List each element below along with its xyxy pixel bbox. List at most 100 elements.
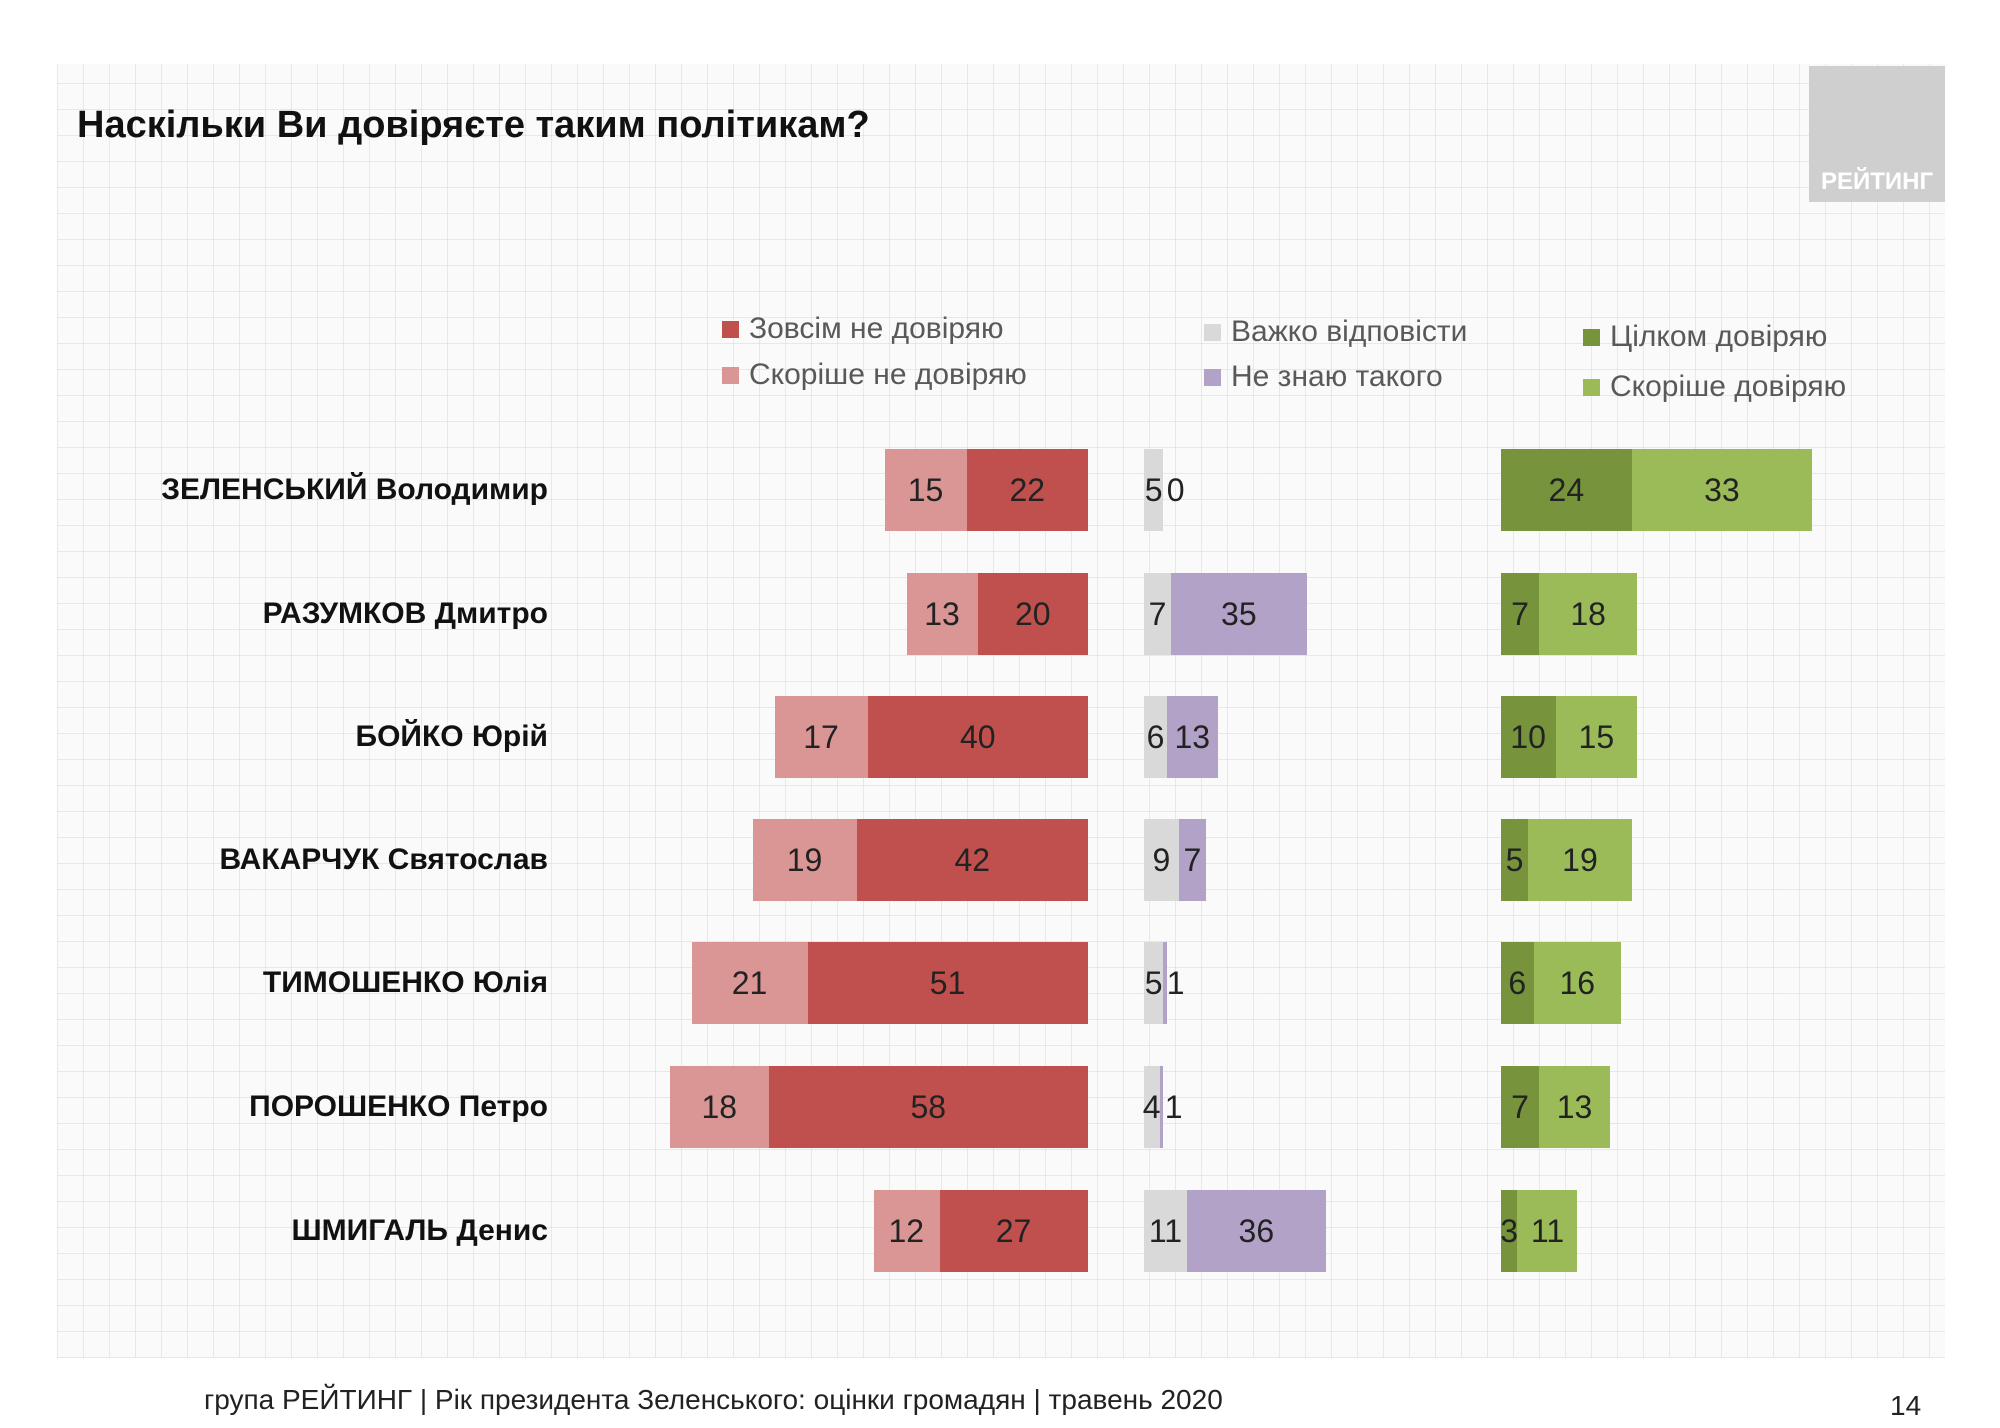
bar-value-label: 7 — [1511, 1089, 1529, 1125]
bar-2 — [1144, 696, 1168, 778]
bar-value-label: 19 — [1562, 842, 1598, 878]
bar-0 — [868, 696, 1088, 778]
bar-3 — [1159, 1066, 1164, 1148]
bar-5 — [1632, 449, 1813, 531]
bar-4 — [1501, 942, 1534, 1024]
bar-value-label: 18 — [701, 1089, 738, 1125]
bar-4 — [1501, 819, 1529, 901]
bar-2 — [1144, 573, 1172, 655]
bar-4 — [1501, 1190, 1518, 1272]
bar-2 — [1144, 449, 1164, 531]
bar-value-label: 17 — [803, 719, 839, 755]
bar-5 — [1539, 1066, 1611, 1148]
bar-5 — [1539, 573, 1638, 655]
bar-1 — [873, 1190, 940, 1272]
bar-3 — [1186, 1190, 1327, 1272]
bar-value-label: 1 — [1166, 965, 1185, 1001]
bar-value-label: 5 — [1144, 472, 1163, 508]
bar-3 — [1178, 819, 1207, 901]
page-number: 14 — [1890, 1390, 1922, 1421]
bar-value-label: 7 — [1148, 596, 1167, 632]
category-label: ПОРОШЕНКО Петро — [249, 1090, 548, 1123]
bar-value-label: 9 — [1152, 842, 1171, 878]
bar-5 — [1555, 696, 1638, 778]
legend-item-4: Цілком довіряю — [1583, 320, 1827, 354]
bar-value-label: 4 — [1142, 1089, 1161, 1125]
bar-value-label: 13 — [1174, 719, 1211, 755]
legend-item-5: Скоріше довіряю — [1583, 370, 1846, 404]
bar-2 — [1144, 819, 1179, 901]
rating-logo: РЕЙТИНГ — [1809, 66, 1945, 202]
bar-2 — [1144, 1066, 1160, 1148]
bar-value-label: 1 — [1164, 1089, 1183, 1125]
bar-value-label: 27 — [995, 1213, 1032, 1249]
bar-3 — [1163, 942, 1168, 1024]
bar-5 — [1533, 942, 1622, 1024]
bar-value-label: 18 — [1570, 596, 1606, 632]
legend-label: Зовсім не довіряю — [749, 312, 1004, 345]
bar-value-label: 51 — [929, 965, 966, 1001]
bar-value-label: 16 — [1559, 965, 1596, 1001]
bar-0 — [857, 819, 1088, 901]
bar-0 — [967, 449, 1088, 531]
category-label: ШМИГАЛЬ Денис — [291, 1214, 548, 1247]
legend-label: Не знаю такого — [1231, 360, 1443, 393]
legend-item-0: Зовсім не довіряю — [722, 312, 1004, 346]
bar-2 — [1144, 942, 1164, 1024]
bar-2 — [1144, 1190, 1187, 1272]
bar-5 — [1517, 1190, 1578, 1272]
bar-value-label: 5 — [1144, 965, 1163, 1001]
bar-value-label: 6 — [1508, 965, 1527, 1001]
category-label: БОЙКО Юрій — [355, 720, 548, 753]
bar-value-label: 10 — [1510, 719, 1546, 755]
bar-value-label: 35 — [1221, 596, 1257, 632]
bar-value-label: 12 — [888, 1213, 925, 1249]
bar-0 — [939, 1190, 1088, 1272]
legend-swatch — [722, 320, 739, 338]
bar-value-label: 33 — [1704, 472, 1740, 508]
legend-item-2: Важко відповісти — [1204, 315, 1467, 349]
category-label: РАЗУМКОВ Дмитро — [262, 597, 548, 630]
category-label: ЗЕЛЕНСЬКИЙ Володимир — [161, 473, 548, 506]
bar-1 — [670, 1066, 769, 1148]
bar-value-label: 15 — [907, 472, 944, 508]
bar-3 — [1171, 573, 1307, 655]
bar-value-label: 36 — [1238, 1213, 1275, 1249]
bar-value-label: 21 — [731, 965, 768, 1001]
legend-label: Важко відповісти — [1231, 315, 1468, 348]
bar-value-label: 22 — [1009, 472, 1046, 508]
bar-1 — [692, 942, 808, 1024]
category-label: ВАКАРЧУК Святослав — [219, 843, 548, 876]
bar-4 — [1501, 1066, 1540, 1148]
bar-value-label: 58 — [910, 1089, 947, 1125]
bar-4 — [1501, 696, 1556, 778]
bar-0 — [978, 573, 1088, 655]
bar-4 — [1501, 449, 1633, 531]
bar-value-label: 0 — [1166, 472, 1185, 508]
bar-value-label: 5 — [1505, 842, 1524, 878]
legend-item-3: Не знаю такого — [1204, 360, 1443, 394]
bar-1 — [884, 449, 967, 531]
bar-value-label: 13 — [1556, 1089, 1593, 1125]
category-label: ТИМОШЕНКО Юлія — [262, 966, 548, 999]
footer-text: група РЕЙТИНГ | Рік президента Зеленсько… — [204, 1384, 1223, 1415]
bar-value-label: 13 — [924, 596, 960, 632]
bar-value-label: 7 — [1511, 596, 1529, 632]
legend-swatch — [1583, 328, 1600, 346]
bar-value-label: 24 — [1548, 472, 1585, 508]
legend-label: Скоріше не довіряю — [749, 358, 1027, 391]
chart-title: Наскільки Ви довіряєте таким політикам? — [77, 104, 870, 146]
bar-5 — [1528, 819, 1633, 901]
bar-value-label: 40 — [960, 719, 996, 755]
legend-swatch — [1583, 378, 1600, 396]
bar-value-label: 7 — [1183, 842, 1202, 878]
bar-3 — [1167, 696, 1218, 778]
legend-label: Цілком довіряю — [1610, 320, 1828, 353]
bar-4 — [1501, 573, 1540, 655]
logo-text: РЕЙТИНГ — [1820, 168, 1934, 195]
bar-value-label: 6 — [1146, 719, 1165, 755]
legend-swatch — [722, 366, 739, 384]
bar-value-label: 42 — [954, 842, 991, 878]
bar-0 — [769, 1066, 1088, 1148]
bar-value-label: 11 — [1530, 1213, 1565, 1249]
